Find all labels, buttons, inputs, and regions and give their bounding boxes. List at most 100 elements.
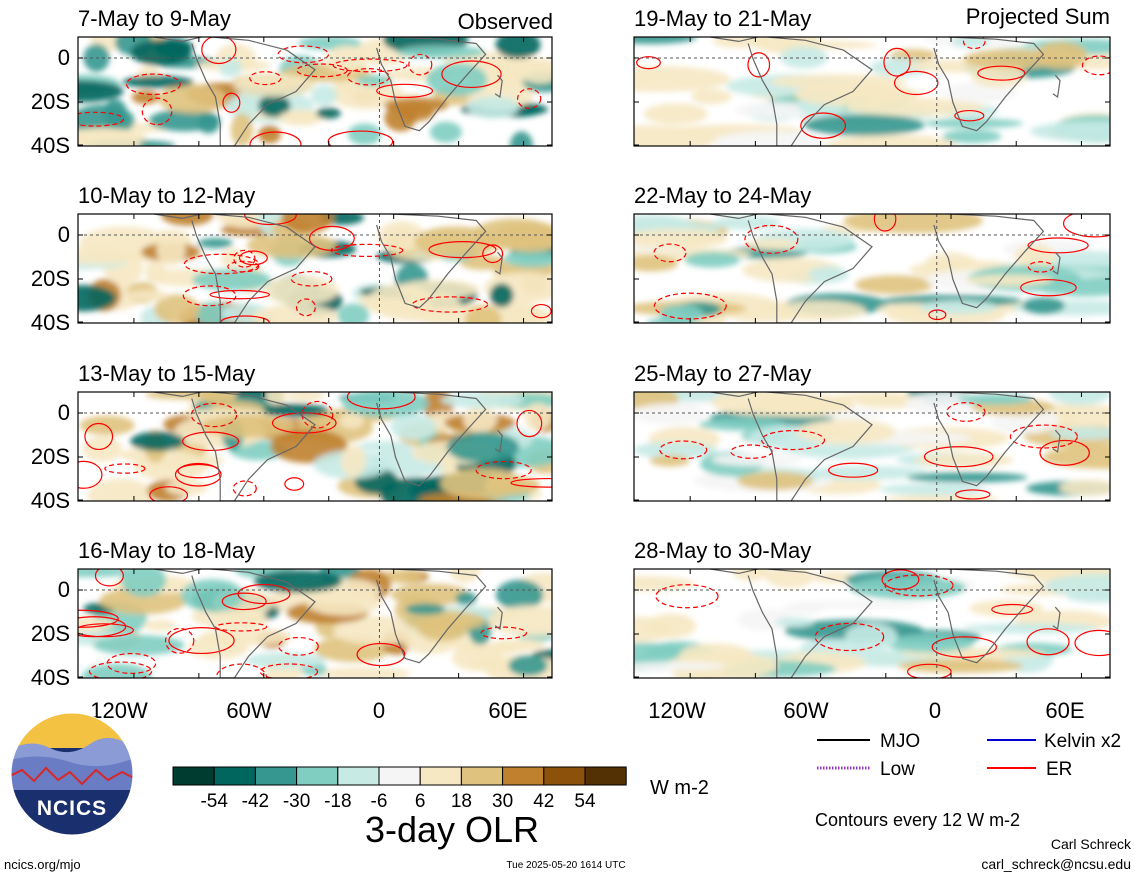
- continent-outlines: [153, 569, 503, 678]
- colorbar-swatch: [172, 766, 215, 786]
- projected-panel: 22-May to 24-May: [633, 183, 1111, 324]
- projected-panel: 28-May to 30-May: [633, 538, 1111, 679]
- continent-outlines: [153, 214, 503, 323]
- lon-label: 0: [373, 698, 385, 723]
- er-contours: [78, 392, 552, 501]
- panel-title: 19-May to 21-May: [634, 6, 811, 31]
- lat-label: 20S: [31, 444, 70, 469]
- footer-author: Carl Schreck: [1051, 836, 1132, 852]
- ncics-logo: NCICS: [10, 712, 134, 836]
- colorbar-swatch: [378, 766, 421, 786]
- lon-label: 120W: [90, 698, 148, 723]
- continent-outlines: [710, 569, 1061, 678]
- legend: MJO Kelvin x2 Low ER Contours every 12 W…: [815, 731, 1121, 830]
- olr-shading: [78, 569, 552, 678]
- continent-outlines: [153, 37, 503, 146]
- contour-note: Contours every 12 W m-2: [815, 810, 1020, 830]
- olr-shading: [634, 392, 1110, 501]
- footer-timestamp: Tue 2025-05-20 1614 UTC: [506, 860, 625, 871]
- er-contours: [636, 37, 1110, 139]
- colorbar-swatch: [543, 766, 586, 786]
- colorbar-swatch: [419, 766, 462, 786]
- colorbar-swatch: [296, 766, 339, 786]
- panel-title: 7-May to 9-May: [78, 6, 231, 31]
- panel-frame: [77, 568, 553, 679]
- colorbar-tick-label: -30: [283, 791, 310, 812]
- panel-title: 25-May to 27-May: [634, 361, 811, 386]
- lon-label: 120W: [648, 698, 706, 723]
- footer-url: ncics.org/mjo: [4, 857, 81, 872]
- lat-label: 0: [58, 222, 70, 247]
- legend-mjo-label: MJO: [880, 731, 920, 752]
- lon-label: 60E: [1045, 698, 1084, 723]
- logo-text: NCICS: [37, 797, 107, 820]
- lat-label: 20S: [31, 89, 70, 114]
- observed-header: Observed: [458, 9, 553, 34]
- observed-panel: 13-May to 15-May 0 20S 40S: [31, 361, 553, 513]
- lat-label: 40S: [31, 488, 70, 513]
- colorbar-swatch: [584, 766, 627, 786]
- observed-panel: 7-May to 9-May 0 20S 40S: [31, 6, 553, 158]
- lon-labels-left: 120W 60W 0 60E: [90, 698, 527, 723]
- colorbar-tick-label: 54: [574, 791, 596, 812]
- axis-ticks: [634, 569, 1110, 678]
- colorbar-tick-label: 42: [533, 791, 554, 812]
- panel-grid: 7-May to 9-May 0 20S 40S 10-May to 12-May 0 20…: [31, 6, 1111, 690]
- legend-er-label: ER: [1046, 759, 1072, 780]
- lat-label: 0: [58, 45, 70, 70]
- footer-email: carl_schreck@ncsu.edu: [981, 856, 1131, 872]
- legend-low-label: Low: [880, 759, 915, 780]
- legend-kelvin-label: Kelvin x2: [1044, 731, 1121, 752]
- colorbar-swatch: [213, 766, 256, 786]
- lat-label: 20S: [31, 621, 70, 646]
- colorbar-swatch: [460, 766, 504, 786]
- axis-ticks: [78, 392, 552, 501]
- er-contours: [655, 569, 1110, 678]
- panel-frame: [633, 36, 1111, 147]
- lat-label: 40S: [31, 665, 70, 690]
- colorbar-tick-label: -6: [371, 791, 388, 812]
- panel-frame: [77, 36, 553, 147]
- projected-header: Projected Sum: [966, 4, 1110, 29]
- axis-ticks: [634, 392, 1110, 501]
- lat-label: 40S: [31, 133, 70, 158]
- panel-frame: [77, 391, 553, 502]
- continent-outlines: [710, 37, 1061, 146]
- axis-ticks: [634, 37, 1110, 146]
- axis-ticks: [78, 569, 552, 678]
- axis-ticks: [78, 37, 552, 146]
- er-contours: [659, 402, 1090, 500]
- continent-outlines: [153, 392, 503, 501]
- lon-label: 60W: [226, 698, 271, 723]
- olr-shading: [79, 392, 552, 501]
- projected-panel: 19-May to 21-May: [633, 6, 1111, 147]
- panel-title: 16-May to 18-May: [78, 538, 255, 563]
- lon-label: 0: [929, 698, 941, 723]
- colorbar-tick-label: 18: [451, 791, 472, 812]
- observed-panel: 10-May to 12-May 0 20S 40S: [31, 183, 553, 335]
- colorbar-tick-label: -18: [324, 791, 351, 812]
- projected-panel: 25-May to 27-May: [633, 361, 1111, 502]
- olr-shading: [634, 37, 1110, 146]
- colorbar-tick-label: -42: [242, 791, 269, 812]
- lon-labels-right: 120W 60W 0 60E: [648, 698, 1084, 723]
- panel-frame: [633, 568, 1111, 679]
- panel-frame: [633, 213, 1111, 324]
- colorbar-tick-label: 6: [415, 791, 426, 812]
- panel-title: 28-May to 30-May: [634, 538, 811, 563]
- lat-label: 20S: [31, 266, 70, 291]
- colorbar-tick-label: -54: [200, 791, 228, 812]
- axis-ticks: [78, 214, 552, 323]
- lat-label: 40S: [31, 310, 70, 335]
- olr-shading: [634, 214, 1110, 323]
- lat-label: 0: [58, 400, 70, 425]
- colorbar-swatch: [337, 766, 380, 786]
- colorbar-swatch: [254, 766, 298, 786]
- continent-outlines: [710, 392, 1061, 501]
- observed-panel: 16-May to 18-May 0 20S 40S: [31, 538, 553, 690]
- lat-label: 0: [58, 577, 70, 602]
- colorbar-tick-label: 30: [492, 791, 513, 812]
- er-contours: [78, 569, 527, 678]
- panel-frame: [633, 391, 1111, 502]
